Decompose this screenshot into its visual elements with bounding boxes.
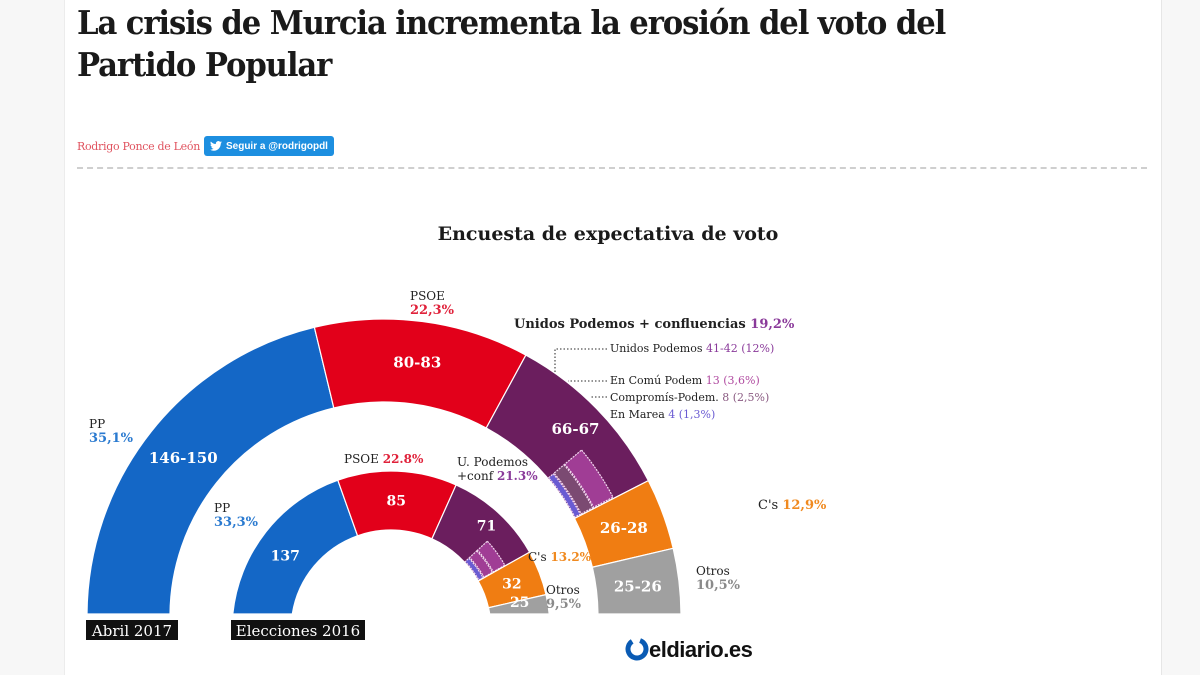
party-name: Otros (546, 583, 580, 597)
confluence-value: 13 (3,6%) (706, 374, 760, 387)
party-label-c-s: C's 12,9% (758, 498, 827, 513)
party-pct: 12,9% (782, 498, 827, 513)
seat-value-label: 25 (510, 595, 529, 611)
seat-value-label: 71 (477, 519, 496, 535)
party-name: Otros (696, 564, 730, 578)
confluence-en-com-podem (563, 449, 614, 509)
party-name: C's 13.2% (528, 550, 592, 564)
party-pct: 21.3% (497, 469, 538, 483)
eldiario-logo-icon (625, 637, 649, 661)
confluence-en-marea (464, 557, 484, 581)
ring-label-text: Elecciones 2016 (236, 622, 360, 640)
ring-abril-2017 (86, 318, 682, 615)
confluence-legend-item: En Comú Podem 13 (3,6%) (610, 374, 760, 387)
confluence-legend-item: Compromís-Podem. 8 (2,5%) (610, 391, 769, 404)
party-name: PP (89, 417, 105, 431)
confluence-legend-item: En Marea 4 (1,3%) (610, 408, 715, 421)
seat-value-label: 25-26 (614, 578, 662, 596)
confluence-value: 8 (2,5%) (722, 391, 769, 404)
eldiario-logo: eldiario.es (625, 637, 753, 662)
article-headline: La crisis de Murcia incrementa la erosió… (77, 3, 946, 84)
seat-value-label: 137 (271, 548, 300, 564)
party-name: C's 12,9% (758, 498, 827, 513)
party-label-psoe: PSOE 22.8% (344, 452, 424, 466)
party-label-c-s: C's 13.2% (528, 550, 592, 564)
seat-value-label: 146-150 (149, 449, 218, 467)
segment-otros (487, 593, 550, 615)
byline-divider (77, 167, 1147, 169)
eldiario-logo-text: eldiario.es (649, 637, 753, 662)
party-name: PP (214, 501, 230, 515)
party-pct: 13.2% (550, 550, 591, 564)
confluence-comprom-s-podem (553, 463, 594, 515)
seat-value-label: 80-83 (393, 354, 441, 372)
ring-label-abril-2017: Abril 2017 (86, 620, 178, 640)
follow-label: Seguir a @rodrigopdl (225, 140, 328, 152)
party-pct: 35,1% (89, 431, 134, 446)
ring-label-text: Abril 2017 (91, 622, 172, 640)
seat-value-label: 32 (502, 576, 521, 592)
party-name: +conf 21.3% (457, 469, 538, 483)
confluence-en-marea (547, 472, 582, 518)
party-pct: 19,2% (750, 317, 795, 332)
party-label-u-podemos-conf: U. Podemos+conf 21.3% (457, 455, 538, 483)
leader-line (554, 348, 607, 372)
byline: Rodrigo Ponce de León Seguir a @rodrigop… (77, 136, 334, 156)
chart-title: Encuesta de expectativa de voto (438, 223, 779, 245)
segment-psoe (313, 318, 527, 429)
author-link[interactable]: Rodrigo Ponce de León (77, 139, 200, 153)
twitter-follow-button[interactable]: Seguir a @rodrigopdl (203, 136, 334, 156)
party-pct: 22,3% (410, 303, 455, 318)
party-pct: 22.8% (383, 452, 424, 466)
segment-otros (591, 547, 682, 615)
party-pct: 10,5% (696, 578, 741, 593)
ring-elecciones-2016 (232, 470, 550, 615)
party-name: U. Podemos (457, 455, 528, 469)
twitter-bird-icon (209, 141, 222, 151)
party-pct: 9,5% (546, 597, 582, 612)
segment-pp (232, 479, 359, 615)
party-name: PSOE 22.8% (344, 452, 424, 466)
confluence-value: 4 (1,3%) (668, 408, 715, 421)
hemicycle-chart: Encuesta de expectativa de voto 146-150 8… (86, 223, 827, 662)
seat-value-label: 85 (386, 494, 405, 510)
party-pct: 33,3% (214, 515, 259, 530)
seat-value-label: 66-67 (551, 420, 599, 438)
seat-value-label: 26-28 (600, 519, 648, 537)
party-label-unidos-podemos-confluencias: Unidos Podemos + confluencias 19,2% (514, 317, 795, 332)
confluence-en-com-podem (476, 540, 506, 573)
ring-label-elecciones-2016: Elecciones 2016 (231, 620, 365, 640)
confluence-legend-item: Unidos Podemos 41-42 (12%) (610, 342, 774, 355)
party-name: PSOE (410, 289, 445, 303)
confluence-value: 41-42 (12%) (706, 342, 774, 355)
